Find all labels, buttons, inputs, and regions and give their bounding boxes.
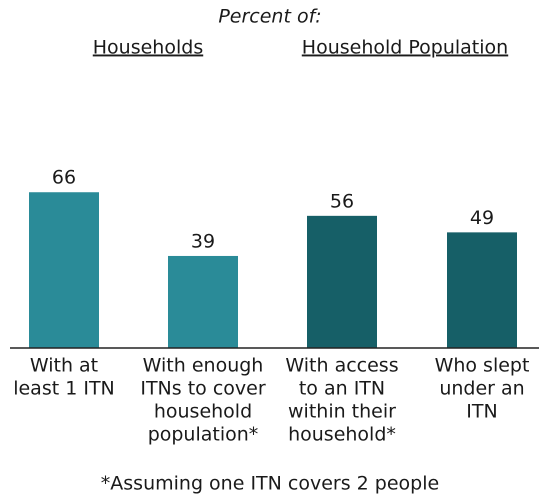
x-tick-label: household* bbox=[288, 424, 396, 446]
x-tick-label: household bbox=[154, 401, 252, 423]
x-tick-label: ITNs to cover bbox=[140, 378, 265, 400]
footnote: *Assuming one ITN covers 2 people bbox=[101, 473, 439, 495]
bar bbox=[307, 215, 377, 348]
x-tick-label: With access bbox=[285, 355, 398, 377]
value-label: 49 bbox=[470, 207, 494, 229]
x-tick-label: least 1 ITN bbox=[13, 378, 115, 400]
value-label: 39 bbox=[191, 230, 215, 252]
bar bbox=[168, 255, 238, 348]
x-tick-label: With at bbox=[30, 355, 98, 377]
x-tick-label: Who slept bbox=[435, 355, 530, 377]
group-label: Household Population bbox=[302, 37, 508, 59]
x-tick-label: ITN bbox=[466, 401, 497, 423]
value-label: 66 bbox=[52, 167, 76, 189]
x-tick-label: under an bbox=[439, 378, 524, 400]
x-tick-label: within their bbox=[288, 401, 396, 423]
chart-subtitle: Percent of: bbox=[218, 6, 321, 28]
x-tick-label: With enough bbox=[143, 355, 264, 377]
bar bbox=[447, 232, 517, 348]
x-tick-label: population* bbox=[148, 424, 259, 446]
x-tick-label: to an ITN bbox=[299, 378, 385, 400]
value-label: 56 bbox=[330, 190, 354, 212]
group-label: Households bbox=[93, 37, 203, 59]
bar bbox=[29, 192, 99, 348]
